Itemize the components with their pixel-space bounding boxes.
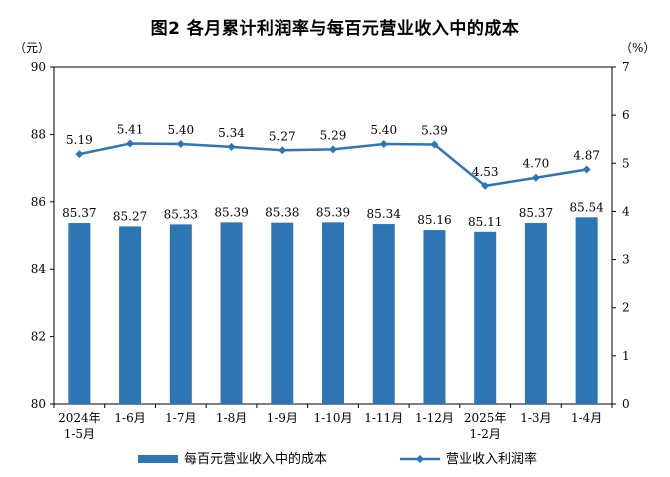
bar-value-label: 85.33 (164, 207, 198, 221)
category-label: 1-5月 (64, 427, 95, 441)
right-tick-label: 2 (622, 301, 630, 315)
left-axis-unit: （元） (14, 41, 50, 55)
line-point (481, 181, 490, 190)
bar (68, 223, 91, 404)
line-value-label: 5.29 (320, 128, 347, 142)
right-tick-label: 0 (622, 397, 630, 411)
chart-title: 图2 各月累计利润率与每百元营业收入中的成本 (150, 19, 520, 39)
bar-value-label: 85.54 (569, 200, 604, 214)
line-point (582, 165, 591, 174)
bar (372, 224, 395, 404)
line-value-label: 5.27 (269, 129, 296, 143)
category-label: 1-9月 (267, 411, 298, 425)
category-label: 1-7月 (165, 411, 196, 425)
line-value-label: 4.70 (523, 157, 550, 171)
category-label: 1-6月 (114, 411, 145, 425)
right-axis-unit: （%） (620, 41, 655, 55)
bar (220, 222, 243, 404)
bar (119, 226, 142, 404)
legend-line-label: 营业收入利润率 (446, 451, 537, 467)
bar-value-label: 85.16 (417, 213, 451, 227)
category-label: 1-2月 (470, 427, 501, 441)
line-point (278, 146, 287, 155)
line-value-label: 5.41 (117, 123, 144, 137)
bar (322, 222, 344, 404)
bar (169, 224, 192, 404)
left-tick-label: 90 (31, 60, 46, 74)
left-tick-label: 84 (31, 262, 47, 276)
left-tick-label: 86 (31, 195, 46, 209)
left-tick-label: 80 (31, 397, 46, 411)
line-value-label: 5.39 (421, 124, 448, 138)
line-point (126, 139, 135, 148)
bar-value-label: 85.37 (519, 206, 553, 220)
right-tick-label: 1 (622, 349, 630, 363)
category-label: 2025年 (464, 411, 507, 425)
bar (575, 217, 598, 404)
line-point (227, 142, 236, 151)
category-label: 1-11月 (364, 411, 403, 425)
right-tick-label: 7 (622, 60, 630, 74)
category-label: 1-10月 (314, 411, 353, 425)
bar-value-label: 85.11 (468, 215, 502, 229)
bar-value-label: 85.39 (316, 205, 350, 219)
bar-value-label: 85.38 (265, 206, 299, 220)
bar-value-label: 85.27 (113, 209, 147, 223)
line-value-label: 4.87 (573, 149, 600, 163)
line-point (430, 140, 439, 149)
legend-bar-label: 每百元营业收入中的成本 (184, 451, 327, 467)
bar-value-label: 85.37 (62, 206, 96, 220)
line-value-label: 5.34 (218, 126, 245, 140)
category-label: 1-4月 (571, 411, 602, 425)
right-tick-label: 4 (622, 204, 630, 218)
line-value-label: 5.40 (167, 123, 194, 137)
legend-line-marker (416, 455, 424, 463)
line-point (531, 173, 540, 182)
category-label: 1-12月 (415, 411, 454, 425)
bar-value-label: 85.39 (214, 205, 248, 219)
bar (423, 230, 446, 404)
line-value-label: 5.19 (66, 133, 93, 147)
line-point (329, 145, 337, 154)
bar (271, 222, 294, 404)
bar-value-label: 85.34 (367, 207, 402, 221)
category-label: 2024年 (58, 411, 101, 425)
category-label: 1-8月 (216, 411, 247, 425)
line-value-label: 5.40 (370, 123, 397, 137)
legend-bar-swatch (138, 455, 178, 463)
left-tick-label: 88 (31, 127, 46, 141)
right-tick-label: 6 (622, 108, 630, 122)
left-tick-label: 82 (31, 330, 46, 344)
category-label: 1-3月 (520, 411, 551, 425)
right-tick-label: 3 (622, 253, 630, 267)
line-point (75, 150, 84, 159)
bar (474, 231, 497, 404)
right-tick-label: 5 (622, 156, 630, 170)
line-value-label: 4.53 (472, 165, 499, 179)
line-point (176, 140, 185, 149)
line-point (379, 140, 388, 149)
bar (524, 223, 547, 404)
